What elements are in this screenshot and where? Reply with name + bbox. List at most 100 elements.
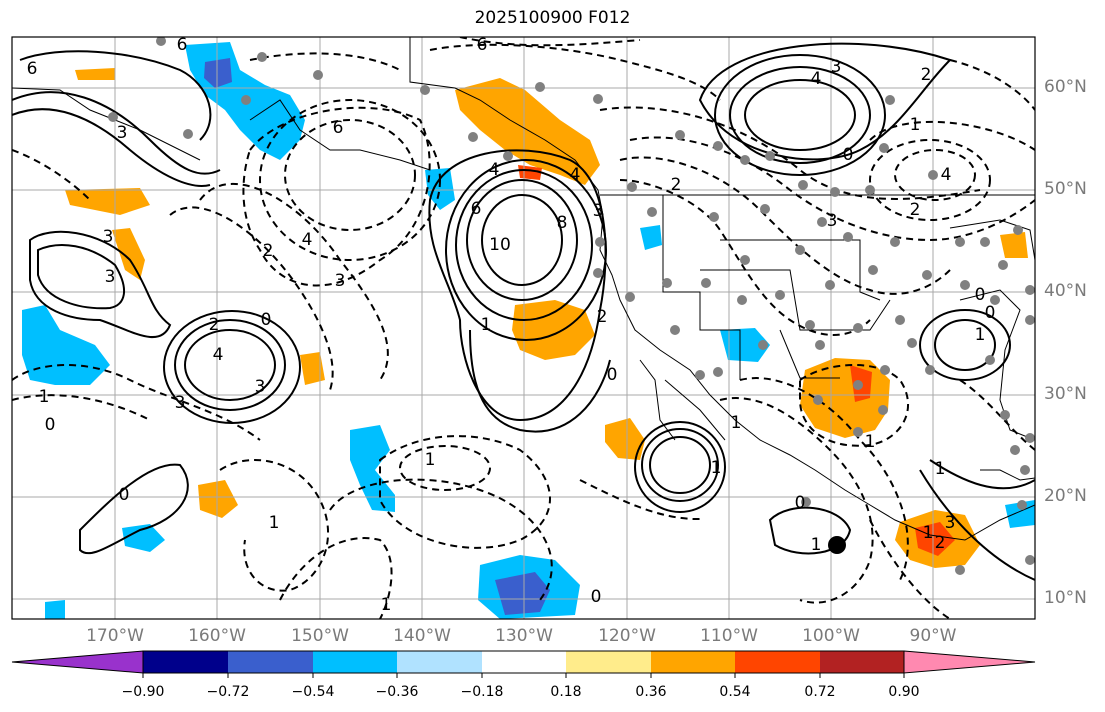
shade-alaska-dark xyxy=(204,58,232,88)
shade-blue-coast xyxy=(425,168,455,210)
colorbar-tick-label: −0.18 xyxy=(460,684,504,700)
shade-west-orange xyxy=(198,480,238,518)
contour-low-mx-2 xyxy=(739,377,909,581)
contour-label: 1 xyxy=(865,432,876,452)
contour-label: 2 xyxy=(921,65,932,85)
colorbar-tick-label: 0.54 xyxy=(719,684,751,700)
contour-high-pacific-5 xyxy=(428,149,607,422)
contour-label: 1 xyxy=(731,413,742,433)
contour-label: 3 xyxy=(945,513,956,533)
contour-hi-ne-3 xyxy=(714,54,886,176)
lon-label-90w: 90°W xyxy=(909,626,957,646)
colorbar-tick-label: 0.18 xyxy=(550,684,582,700)
contour-label: 1 xyxy=(923,523,934,543)
contour-low-mx xyxy=(719,397,874,604)
contour-label: 3 xyxy=(827,211,838,231)
contour-low-gulf-5 xyxy=(169,206,334,391)
contour-label-group: 6 6 3 3 6 4 2 3 1 3 3 2 4 3 0 0 1 1 1 0 … xyxy=(27,35,996,615)
contour-low-central-1 xyxy=(619,179,871,336)
contour-hi-ne-2 xyxy=(729,66,871,164)
contour-label: 1 xyxy=(711,458,722,478)
contour-label: 4 xyxy=(213,345,224,365)
colorbar-tick-label: −0.72 xyxy=(206,684,250,700)
contour-hi-w-5 xyxy=(37,244,125,310)
marker-black-dot xyxy=(828,536,846,554)
contour-hi-mex-1 xyxy=(649,436,711,494)
contour-low-gulf-3 xyxy=(242,106,431,287)
contour-low-se2 xyxy=(869,519,951,619)
map-title: 2025100900 F012 xyxy=(474,8,631,28)
colorbar-seg-7 xyxy=(651,651,735,673)
contour-label: 3 xyxy=(593,201,604,221)
contour-label: 1 xyxy=(811,535,822,555)
contour-low-gulf-2 xyxy=(259,99,441,261)
contour-low-npac xyxy=(249,52,401,71)
contour-label: 0 xyxy=(843,145,854,165)
shade-small-blue-6 xyxy=(1005,500,1035,528)
shade-dateline-orange xyxy=(112,228,145,280)
shade-small-blue-2 xyxy=(640,225,662,250)
lon-label-110w: 110°W xyxy=(700,626,758,646)
shade-offshore-orange xyxy=(512,300,595,360)
contour-label: 6 xyxy=(177,35,188,55)
contour-label: 1 xyxy=(975,325,986,345)
lon-label-170w: 170°W xyxy=(86,626,144,646)
shade-small-blue-7 xyxy=(45,600,65,619)
contour-label: 4 xyxy=(302,230,313,250)
contour-low-westpac xyxy=(12,364,261,441)
shade-small-orange-5 xyxy=(1000,232,1028,258)
colorbar-seg-6 xyxy=(566,651,651,673)
contour-label: 1 xyxy=(381,595,392,615)
contour-label: 0 xyxy=(119,485,130,505)
colorbar-tick-label: −0.36 xyxy=(375,684,419,700)
contour-low-east xyxy=(959,379,1035,451)
contour-label: 3 xyxy=(831,57,842,77)
contour-label: 1 xyxy=(425,450,436,470)
lon-label-160w: 160°W xyxy=(188,626,246,646)
contour-label: 2 xyxy=(209,315,220,335)
colorbar-seg-1 xyxy=(143,651,228,673)
contour-label: 0 xyxy=(985,303,996,323)
plot-frame xyxy=(11,36,1036,620)
contour-nw-1 xyxy=(12,91,221,175)
gridlines xyxy=(12,37,1035,619)
shade-left-orange xyxy=(65,188,150,215)
contour-label: 6 xyxy=(471,199,482,219)
contour-nw-2 xyxy=(12,108,211,187)
contour-hi-tx-2 xyxy=(919,309,1011,381)
contour-label: 2 xyxy=(910,200,921,220)
contour-low-west-1 xyxy=(219,459,329,592)
contour-label: 1 xyxy=(269,513,280,533)
colorbar-seg-2 xyxy=(228,651,313,673)
contour-low-gulf-1 xyxy=(284,119,416,231)
contour-low-north-2 xyxy=(459,37,641,47)
colorbar-tick-label: 0.72 xyxy=(804,684,836,700)
dashed-contours xyxy=(12,37,1035,619)
lat-label-60n: 60°N xyxy=(1044,77,1087,97)
contour-high-pacific-2 xyxy=(466,179,578,301)
contour-hi-mex-2 xyxy=(641,428,719,502)
contour-high-pacific-1 xyxy=(481,194,563,286)
contour-label: 2 xyxy=(597,307,608,327)
lat-label-10n: 10°N xyxy=(1044,588,1087,608)
contour-label: 1 xyxy=(481,315,492,335)
contour-label: 6 xyxy=(27,59,38,79)
colorbar-tick-label: 0.36 xyxy=(635,684,667,700)
colorbar-seg-4 xyxy=(397,651,482,673)
contour-low-ne-3 xyxy=(869,120,1035,151)
contour-low-north xyxy=(429,43,721,101)
contour-label: 0 xyxy=(45,415,56,435)
contour-high-pacific-6 xyxy=(469,329,611,433)
contour-label: 1 xyxy=(935,459,946,479)
contour-low-gulf-4 xyxy=(199,182,389,381)
contour-low-ne-2 xyxy=(869,139,991,221)
contour-label: 1 xyxy=(910,115,921,135)
contour-low-nw xyxy=(12,149,91,201)
contour-label: 4 xyxy=(489,160,500,180)
contour-label: 4 xyxy=(811,69,822,89)
colorbar-tick-label: −0.54 xyxy=(291,684,335,700)
contour-label: 2 xyxy=(263,241,274,261)
contour-low-central-4 xyxy=(599,106,981,200)
contour-low-s xyxy=(579,479,701,521)
